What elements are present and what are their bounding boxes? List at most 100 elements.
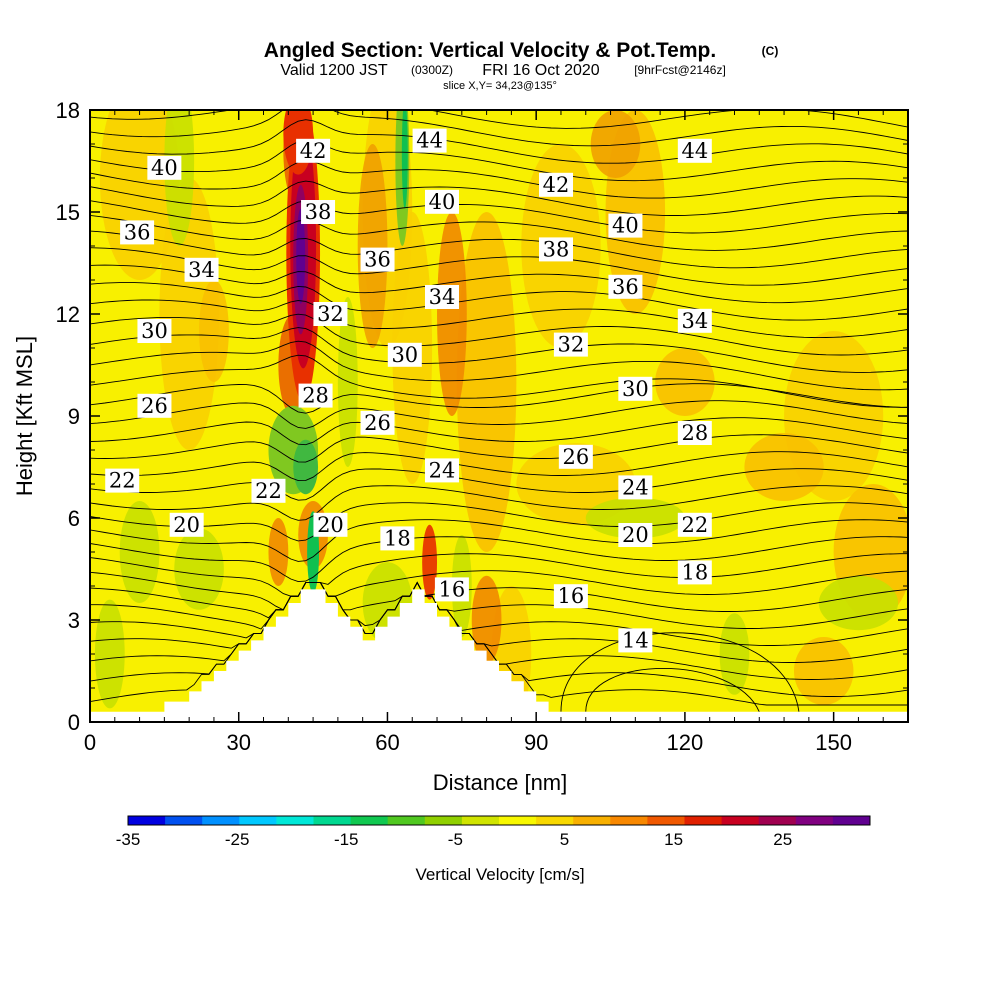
theta-contour-line xyxy=(90,327,908,373)
terrain xyxy=(90,589,908,722)
contour-label-text: 36 xyxy=(124,220,151,244)
valid-time: Valid 1200 JST xyxy=(280,62,388,79)
contour-label-text: 14 xyxy=(622,628,649,652)
colorbar-swatch xyxy=(387,816,426,825)
contour-label: 42 xyxy=(296,138,331,163)
contour-label: 16 xyxy=(434,577,469,602)
contour-label-box xyxy=(608,213,643,238)
contour-label-text: 44 xyxy=(681,139,708,163)
contour-label-text: 30 xyxy=(391,343,418,367)
contour-label: 38 xyxy=(539,237,574,262)
velocity-shade xyxy=(719,613,750,695)
contour-label-box xyxy=(147,155,182,180)
theta-contour-line xyxy=(90,417,908,446)
theta-contour-line xyxy=(90,313,908,356)
theta-contour-line xyxy=(90,553,908,597)
contour-label-box xyxy=(296,138,331,163)
velocity-shade xyxy=(357,144,388,348)
contour-label-text: 18 xyxy=(681,560,708,584)
contour-label-box xyxy=(618,523,653,547)
contour-label-text: 24 xyxy=(429,458,456,482)
theta-contour-line xyxy=(90,139,908,182)
contour-label: 26 xyxy=(558,444,593,469)
colorbar-swatch xyxy=(461,816,500,825)
y-tick-label: 3 xyxy=(68,608,80,633)
x-tick-label: 90 xyxy=(524,730,548,755)
contour-label-box xyxy=(120,220,155,245)
contour-label: 32 xyxy=(553,332,588,357)
contour-label: 34 xyxy=(424,285,459,309)
contour-label-box xyxy=(677,138,712,163)
contour-label: 30 xyxy=(387,342,422,367)
contour-label: 38 xyxy=(301,200,336,224)
contour-label: 20 xyxy=(313,512,348,537)
contour-label: 24 xyxy=(424,458,459,483)
velocity-shade xyxy=(793,637,854,705)
x-tick-label: 120 xyxy=(667,730,704,755)
contour-label-box xyxy=(360,247,395,272)
contour-label-box xyxy=(184,257,219,282)
colorbar-swatch xyxy=(647,816,685,825)
contour-label: 24 xyxy=(618,475,653,500)
contour-label: 40 xyxy=(147,155,182,180)
colorbar-swatch xyxy=(313,816,352,825)
theta-contour-line xyxy=(90,383,908,414)
x-axis: 0 30 60 90 120 150 xyxy=(84,110,884,755)
downdraft-shade xyxy=(401,110,408,209)
theta-contour-line xyxy=(90,502,908,542)
contour-label: 22 xyxy=(105,468,140,493)
velocity-shade xyxy=(99,110,180,280)
contour-label: 18 xyxy=(677,560,712,585)
theta-contour-line xyxy=(90,180,908,216)
contour-label: 34 xyxy=(677,308,712,333)
velocity-shade xyxy=(585,497,685,539)
colorbar-tick-label: -35 xyxy=(116,830,141,849)
colorbar-swatch xyxy=(165,816,203,825)
theta-contour-line xyxy=(90,110,908,147)
colorbar-swatch xyxy=(499,816,537,825)
theta-contour-line xyxy=(90,400,908,429)
contour-label: 16 xyxy=(553,584,588,609)
contour-label-text: 16 xyxy=(558,584,585,608)
contour-label-box xyxy=(380,526,415,551)
forecast-info: [9hrFcst@2146z] xyxy=(634,63,726,77)
theta-contour-line xyxy=(90,536,908,583)
contour-label-text: 40 xyxy=(429,190,456,214)
contour-label: 42 xyxy=(539,172,574,197)
slice-info: slice X,Y= 34,23@135° xyxy=(443,80,557,92)
contour-label-text: 36 xyxy=(364,248,391,272)
y-tick-label: 15 xyxy=(56,200,80,225)
contour-label-box xyxy=(677,560,712,585)
x-tick-label: 150 xyxy=(815,730,852,755)
colorbar-swatch xyxy=(239,816,277,825)
contour-label-box xyxy=(424,189,459,214)
contour-label: 26 xyxy=(137,393,172,418)
contour-label-text: 42 xyxy=(543,173,570,197)
contour-label-text: 40 xyxy=(612,214,639,238)
y-tick-label: 18 xyxy=(56,98,80,123)
plot-area: 40 36 34 30 26 22 20 22 20 42 38 32 28 36 30 26 44 40 34 24… xyxy=(90,110,908,722)
contour-label-box xyxy=(105,468,140,493)
x-tick-label: 0 xyxy=(84,730,96,755)
theta-contour-line xyxy=(90,247,908,286)
colorbar-swatch xyxy=(202,816,240,825)
contour-label-box xyxy=(360,410,395,435)
colorbar-tick-label: 15 xyxy=(664,830,683,849)
theta-contour-line xyxy=(90,468,908,501)
contour-label: 18 xyxy=(380,526,415,551)
contour-label: 40 xyxy=(608,213,643,238)
theta-contour-line xyxy=(90,340,908,391)
theta-contour-line xyxy=(585,668,760,712)
colorbar-swatch xyxy=(128,816,166,825)
colorbar-tick-label: -15 xyxy=(334,830,359,849)
theta-contour-line xyxy=(90,214,908,251)
contour-label-text: 34 xyxy=(188,258,215,282)
theta-contour-line xyxy=(90,485,908,521)
contour-label-box xyxy=(412,128,447,153)
x-tick-label: 30 xyxy=(226,730,250,755)
contour-label-box xyxy=(558,444,593,469)
contour-label-box xyxy=(618,628,653,653)
contour-label-box xyxy=(424,285,459,309)
theta-contour-line xyxy=(90,570,908,611)
colorbar-swatch xyxy=(276,816,314,825)
